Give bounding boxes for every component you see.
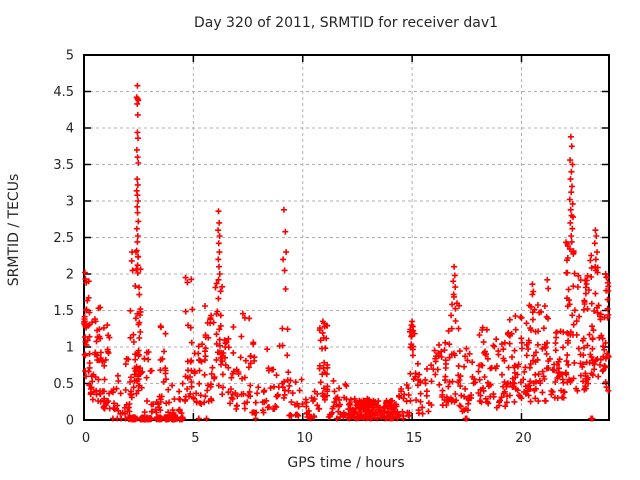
x-tick-label: 0 xyxy=(82,431,90,446)
y-tick-label: 0.5 xyxy=(53,377,74,392)
y-axis-label: SRMTID / TECUs xyxy=(6,174,22,287)
y-tick-label: 5 xyxy=(66,49,74,64)
grid-lines xyxy=(84,55,609,420)
x-tick-label: 5 xyxy=(191,431,199,446)
x-tick-label: 20 xyxy=(515,431,532,446)
x-tick-label: 10 xyxy=(296,431,313,446)
tick-labels: 0 0.5 1 1.5 2 2.5 3 3.5 4 4.5 5 0 5 10 15 20 xyxy=(53,49,531,447)
scatter-points xyxy=(81,82,612,423)
x-tick-label: 15 xyxy=(406,431,423,446)
chart-title: Day 320 of 2011, SRMTID for receiver dav… xyxy=(194,15,498,31)
x-axis-label: GPS time / hours xyxy=(287,455,404,471)
y-tick-label: 2.5 xyxy=(53,231,74,246)
plot-border xyxy=(83,54,610,421)
y-tick-label: 1 xyxy=(66,341,74,356)
y-tick-label: 0 xyxy=(66,414,74,429)
y-tick-label: 4 xyxy=(66,122,74,137)
y-tick-label: 2 xyxy=(66,268,74,283)
y-tick-label: 3.5 xyxy=(53,158,74,173)
y-tick-label: 4.5 xyxy=(53,85,74,100)
y-tick-label: 3 xyxy=(66,195,74,210)
y-tick-label: 1.5 xyxy=(53,304,74,319)
